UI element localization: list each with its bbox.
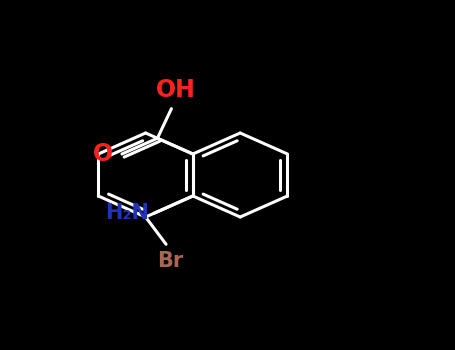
Text: Br: Br	[157, 251, 184, 271]
Text: OH: OH	[156, 78, 196, 102]
Text: H₂N: H₂N	[106, 203, 149, 223]
Text: O: O	[93, 142, 113, 166]
